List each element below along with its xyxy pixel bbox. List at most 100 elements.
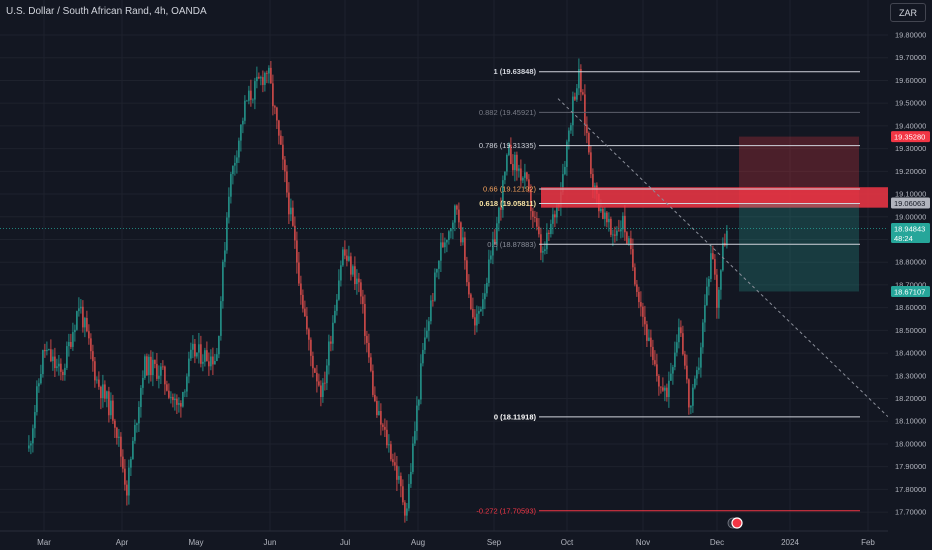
candle-body — [150, 356, 152, 376]
candle-body — [184, 391, 186, 393]
candle-body — [286, 171, 288, 193]
candle-body — [380, 411, 382, 425]
candle-body — [704, 305, 706, 323]
candle-body — [538, 226, 540, 235]
candle-body — [80, 306, 82, 309]
time-tick-label: Dec — [710, 538, 724, 547]
candle-body — [428, 321, 430, 331]
candle-body — [200, 344, 202, 364]
candle-body — [118, 436, 120, 438]
candle-body — [408, 483, 410, 509]
time-tick-label: Oct — [561, 538, 574, 547]
candle-body — [336, 299, 338, 311]
candle-body — [422, 349, 424, 364]
candle-body — [298, 262, 300, 284]
candle-body — [176, 398, 178, 405]
candle-body — [206, 350, 208, 362]
currency-selector-button[interactable]: ZAR — [890, 3, 926, 22]
candle-body — [52, 356, 54, 362]
candle-body — [426, 330, 428, 338]
price-tick-label: 19.40000 — [895, 121, 926, 130]
candle-body — [74, 329, 76, 333]
candle-body — [708, 278, 710, 287]
candle-body — [304, 308, 306, 317]
candle-body — [582, 92, 584, 95]
candle-body — [386, 429, 388, 446]
candle-body — [502, 180, 504, 210]
candle-body — [618, 230, 620, 232]
candle-body — [98, 379, 100, 387]
candle-body — [676, 342, 678, 353]
candle-body — [190, 349, 192, 359]
candle-body — [54, 356, 56, 368]
candle-body — [42, 350, 44, 375]
candle-body — [332, 322, 334, 344]
trend-line — [557, 98, 889, 418]
candle-body — [216, 354, 218, 361]
candle-body — [358, 278, 360, 283]
candle-body — [568, 130, 570, 142]
dividend-event-icon — [731, 517, 743, 529]
candle-body — [328, 341, 330, 366]
candle-body — [446, 239, 448, 243]
candle-body — [586, 124, 588, 133]
candle-body — [566, 141, 568, 167]
candle-body — [280, 135, 282, 145]
price-tick-label: 18.60000 — [895, 303, 926, 312]
price-tick-label: 19.70000 — [895, 53, 926, 62]
candle-body — [460, 222, 462, 243]
candle-body — [252, 99, 254, 101]
candle-body — [316, 372, 318, 382]
candle-body — [514, 154, 516, 171]
candle-body — [158, 375, 160, 379]
price-tick-label: 19.80000 — [895, 31, 926, 40]
candle-body — [556, 203, 558, 218]
candle-body — [424, 337, 426, 350]
candle-body — [578, 68, 580, 89]
grid-lines — [0, 0, 888, 531]
candle-body — [178, 403, 180, 405]
candle-body — [168, 390, 170, 398]
fib-label: -0.272 (17.70593) — [476, 506, 536, 515]
price-axis: 19.80000 19.70000 19.60000 19.50000 19.40000… — [888, 0, 932, 531]
candle-body — [518, 168, 520, 171]
candle-body — [702, 322, 704, 348]
candle-body — [282, 144, 284, 160]
price-tick-label: 18.10000 — [895, 417, 926, 426]
fib-label: 0.786 (19.31335) — [479, 141, 537, 150]
candle-body — [716, 274, 718, 308]
candle-body — [114, 420, 116, 428]
candle-body — [640, 302, 642, 307]
price-tick-label: 18.80000 — [895, 258, 926, 267]
candle-body — [40, 374, 42, 384]
candle-body — [72, 332, 74, 347]
candle-body — [340, 265, 342, 281]
candle-body — [320, 385, 322, 397]
candle-body — [452, 222, 454, 229]
candle-body — [318, 381, 320, 386]
candle-body — [260, 77, 262, 79]
candle-body — [132, 440, 134, 460]
candle-body — [636, 284, 638, 292]
candle-body — [302, 294, 304, 309]
candle-body — [366, 335, 368, 343]
candle-body — [584, 94, 586, 125]
candle-body — [444, 242, 446, 248]
candle-body — [254, 81, 256, 100]
candle-body — [50, 349, 52, 362]
candle-body — [354, 266, 356, 285]
candle-body — [588, 132, 590, 153]
candle-body — [664, 387, 666, 391]
candle-body — [686, 365, 688, 380]
candle-body — [172, 396, 174, 401]
candle-body — [270, 67, 272, 84]
candle-body — [296, 240, 298, 263]
price-tick-label: 19.30000 — [895, 144, 926, 153]
candle-body — [484, 293, 486, 300]
candle-body — [450, 228, 452, 232]
candle-body — [196, 352, 198, 357]
price-tick-label: 18.50000 — [895, 326, 926, 335]
candle-body — [590, 152, 592, 175]
